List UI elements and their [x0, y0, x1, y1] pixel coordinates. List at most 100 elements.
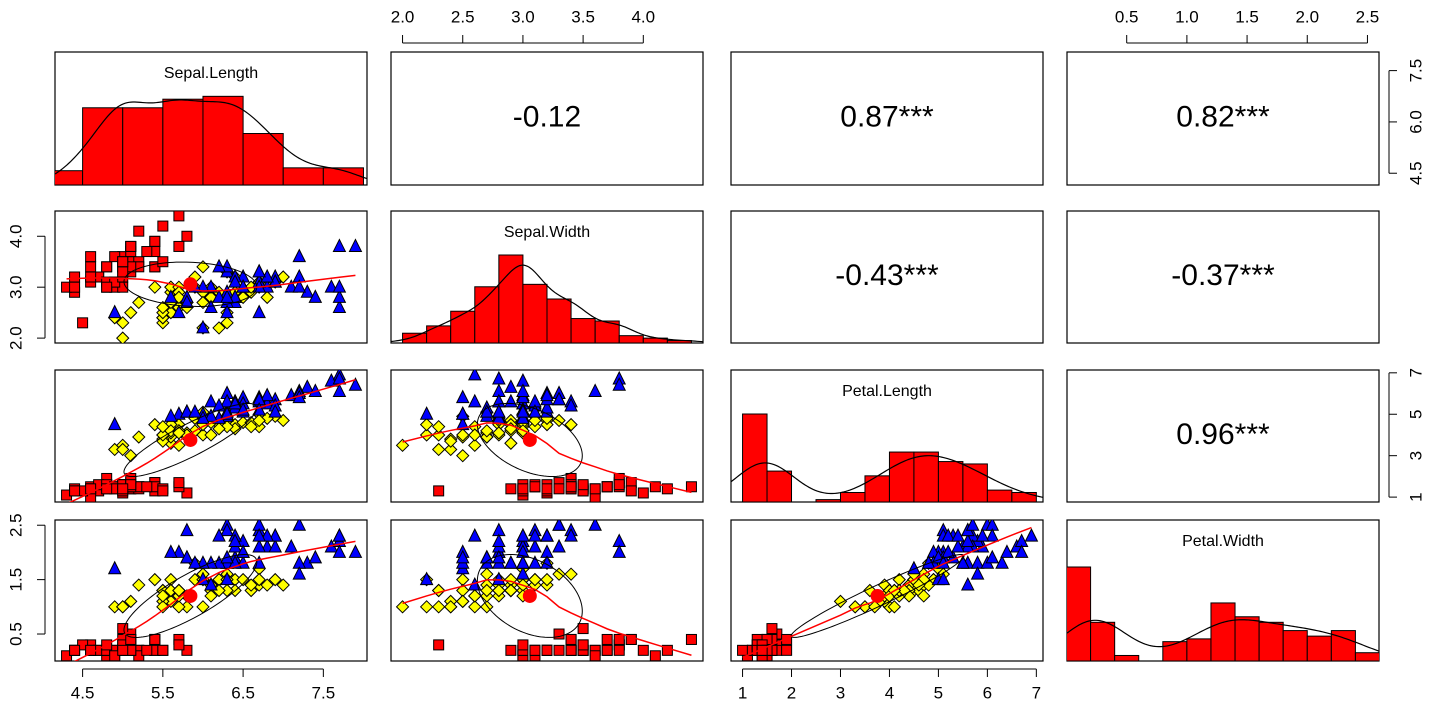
point — [172, 304, 186, 319]
point — [468, 589, 482, 603]
point — [157, 220, 169, 232]
x-tick-label: 3 — [836, 683, 845, 702]
point — [101, 483, 113, 495]
point — [188, 555, 202, 569]
point — [164, 544, 178, 558]
point — [196, 295, 210, 310]
point — [228, 273, 242, 288]
point — [565, 481, 577, 493]
mean-point — [183, 277, 198, 292]
hist-bar — [766, 470, 793, 502]
point — [492, 533, 506, 548]
x-tick-label: 2.5 — [1356, 7, 1380, 26]
point — [252, 263, 266, 278]
point — [541, 483, 553, 495]
point — [965, 520, 980, 531]
density-curve — [55, 99, 367, 180]
point — [433, 485, 445, 497]
x-tick-label: 4.5 — [71, 683, 95, 702]
x-tick-label: 3.0 — [511, 7, 535, 26]
point — [541, 644, 553, 656]
point — [625, 633, 637, 645]
point — [228, 533, 242, 548]
point — [141, 481, 153, 493]
scatter-panel — [395, 370, 697, 502]
point — [116, 331, 130, 343]
density-curve — [1067, 619, 1379, 652]
point — [517, 483, 529, 495]
x-tick-label: 4.0 — [631, 7, 655, 26]
point — [431, 600, 446, 614]
variable-name: Petal.Length — [842, 383, 932, 400]
point — [443, 600, 458, 614]
point — [737, 644, 749, 656]
point — [292, 566, 307, 580]
point — [540, 527, 554, 542]
point — [252, 527, 266, 542]
point — [85, 251, 97, 263]
point — [504, 379, 518, 393]
point — [480, 424, 494, 438]
point — [117, 483, 129, 495]
scatter-panel — [61, 370, 363, 502]
point — [492, 583, 506, 598]
hist-bar — [122, 107, 164, 185]
point — [252, 572, 266, 587]
point — [564, 527, 578, 542]
point — [613, 479, 625, 491]
variable-name: Sepal.Width — [504, 224, 590, 241]
point — [252, 304, 266, 319]
point — [172, 583, 186, 598]
panel-frame — [730, 51, 1044, 186]
point — [995, 555, 1009, 569]
x-tick-label: 0.5 — [1115, 7, 1139, 26]
hist-bar — [82, 107, 124, 185]
x-tick-label: 6.5 — [231, 683, 255, 702]
point — [116, 600, 130, 614]
point — [181, 230, 193, 242]
panel-frame — [390, 519, 704, 662]
correlation-ellipse — [123, 554, 258, 638]
point — [433, 639, 445, 651]
point — [132, 295, 146, 310]
point — [1024, 527, 1039, 542]
point — [492, 404, 506, 418]
point — [455, 389, 470, 404]
point — [492, 426, 506, 440]
point — [332, 299, 347, 314]
point — [419, 600, 434, 614]
mean-point — [522, 588, 537, 603]
point — [613, 633, 625, 645]
point — [516, 527, 530, 542]
point — [133, 225, 145, 237]
point — [173, 240, 185, 252]
correlation: -0.12 — [513, 100, 581, 133]
smoother — [73, 540, 356, 661]
point — [588, 383, 602, 397]
point — [292, 279, 307, 293]
point — [951, 527, 965, 542]
point — [1000, 544, 1014, 558]
point — [117, 644, 129, 656]
point — [180, 522, 194, 537]
point — [685, 633, 697, 645]
histogram — [731, 413, 1043, 502]
point — [260, 578, 274, 592]
point — [419, 571, 434, 586]
point — [332, 527, 347, 542]
point — [505, 644, 517, 656]
point — [101, 261, 113, 273]
y-tick-label: 7 — [1406, 368, 1425, 377]
point — [125, 240, 137, 252]
point — [456, 594, 470, 609]
point — [173, 477, 185, 489]
point — [212, 422, 226, 436]
point — [332, 279, 347, 293]
point — [601, 481, 613, 493]
point — [960, 576, 975, 591]
mean-point — [522, 432, 537, 447]
point — [284, 538, 299, 553]
point — [69, 485, 81, 497]
point — [69, 271, 81, 283]
